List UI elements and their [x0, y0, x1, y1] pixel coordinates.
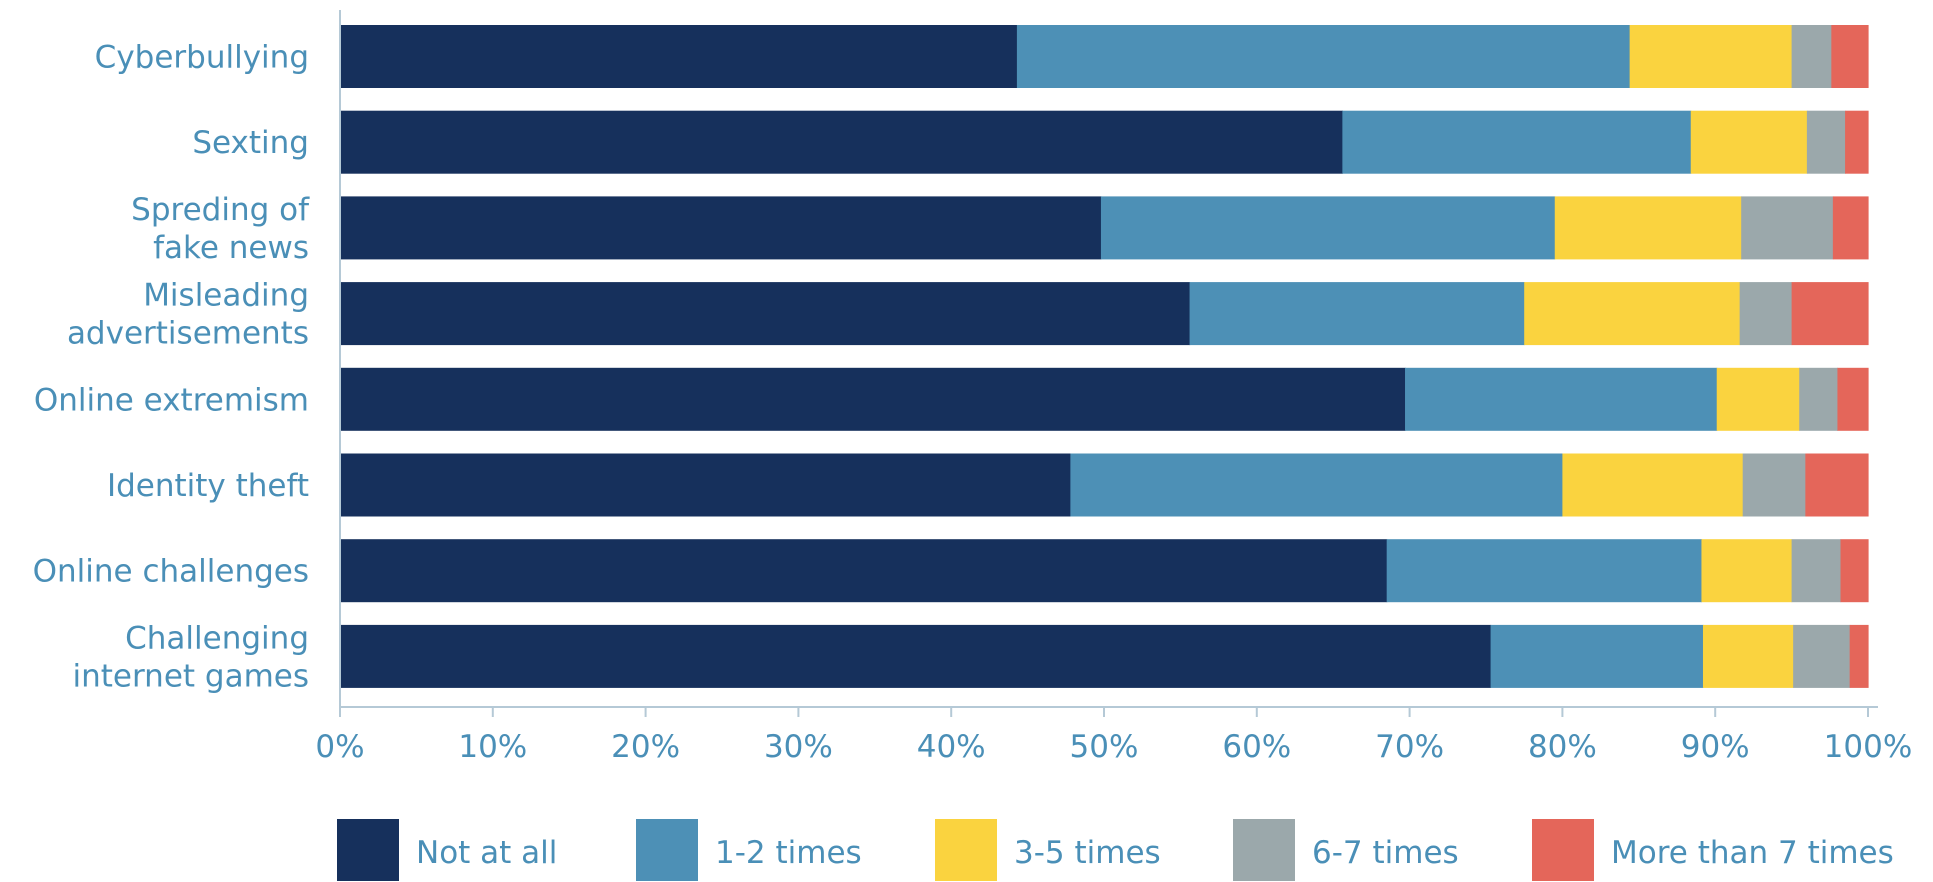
x-tick-label: 10% [458, 729, 527, 765]
category-label: Online extremism [34, 382, 309, 418]
bar-segment [1702, 624, 1794, 688]
category-label: Sexting [192, 125, 309, 161]
x-tick-label: 60% [1222, 729, 1291, 765]
category-label: Misleading [143, 278, 309, 314]
bar-segment [1524, 282, 1741, 346]
bars-layer [340, 25, 1869, 688]
x-tick-label: 0% [315, 729, 364, 765]
bar-segment [340, 25, 1018, 88]
bar-segment [1554, 196, 1742, 260]
legend-swatch [337, 819, 399, 881]
bar-segment [1793, 624, 1851, 688]
bar-segment [1701, 539, 1793, 603]
legend-swatch [1532, 819, 1594, 881]
bar-segment [340, 539, 1388, 603]
bar-segment [1845, 110, 1869, 174]
category-label: Challenging [125, 620, 309, 656]
category-label: Online challenges [33, 554, 309, 590]
bar-segment [1739, 282, 1793, 346]
bar-segment [1016, 25, 1631, 88]
bar-segment [340, 624, 1492, 688]
legend-label: 6-7 times [1312, 835, 1459, 871]
category-label: Cyberbullying [95, 40, 309, 76]
x-tick-label: 90% [1681, 729, 1750, 765]
x-axis: 0% 10% 20% 30% 40% 50% 60% 70% 80% 90% 100% [315, 10, 1912, 765]
legend-swatch [636, 819, 698, 881]
bar-segment [340, 110, 1343, 174]
x-tick-label: 20% [611, 729, 680, 765]
bar-segment [1070, 453, 1563, 517]
category-label: advertisements [67, 316, 309, 352]
bar-segment [340, 453, 1071, 517]
bar-segment [340, 282, 1191, 346]
bar-segment [1840, 539, 1869, 603]
legend-label: Not at all [416, 835, 557, 871]
x-tick-label: 70% [1375, 729, 1444, 765]
bar-segment [1849, 624, 1869, 688]
bar-segment [1831, 25, 1869, 88]
bar-segment [1791, 25, 1832, 88]
x-tick-label: 40% [917, 729, 986, 765]
bar-segment [1791, 282, 1869, 346]
bar-segment [1799, 367, 1839, 431]
category-label: fake news [153, 230, 309, 266]
x-tick-label: 100% [1824, 729, 1913, 765]
bar-segment [1405, 367, 1718, 431]
bar-segment [1832, 196, 1869, 260]
bar-segment [1806, 110, 1846, 174]
legend-swatch [1233, 819, 1295, 881]
legend-label: 1-2 times [715, 835, 862, 871]
x-tick-label: 80% [1528, 729, 1597, 765]
x-tick-label: 30% [764, 729, 833, 765]
bar-segment [1741, 196, 1834, 260]
bar-segment [1805, 453, 1869, 517]
legend-label: 3-5 times [1014, 835, 1161, 871]
bar-segment [1791, 539, 1842, 603]
bar-segment [1386, 539, 1703, 603]
bar-segment [1716, 367, 1800, 431]
legend: Not at all 1-2 times 3-5 times 6-7 times Mor… [337, 819, 1894, 881]
category-label: Spreding of [131, 192, 310, 228]
bar-segment [1490, 624, 1704, 688]
category-label: Identity theft [107, 468, 309, 504]
bar-segment [340, 196, 1102, 260]
category-label: internet games [72, 658, 309, 694]
bar-segment [1100, 196, 1556, 260]
legend-label: More than 7 times [1611, 835, 1894, 871]
bar-segment [1629, 25, 1793, 88]
bar-segment [1342, 110, 1692, 174]
x-tick-label: 50% [1070, 729, 1139, 765]
legend-swatch [935, 819, 997, 881]
bar-segment [1690, 110, 1808, 174]
bar-segment [1562, 453, 1744, 517]
bar-segment [1837, 367, 1869, 431]
bar-segment [340, 367, 1406, 431]
bar-segment [1189, 282, 1525, 346]
bar-segment [1742, 453, 1806, 517]
